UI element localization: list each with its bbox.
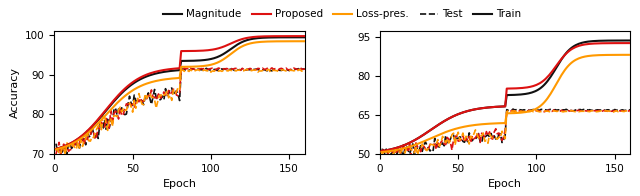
Y-axis label: Accuracy: Accuracy bbox=[10, 67, 19, 118]
X-axis label: Epoch: Epoch bbox=[488, 179, 522, 189]
X-axis label: Epoch: Epoch bbox=[163, 179, 196, 189]
Legend: Magnitude, Proposed, Loss-pres., Test, Train: Magnitude, Proposed, Loss-pres., Test, T… bbox=[159, 5, 525, 24]
